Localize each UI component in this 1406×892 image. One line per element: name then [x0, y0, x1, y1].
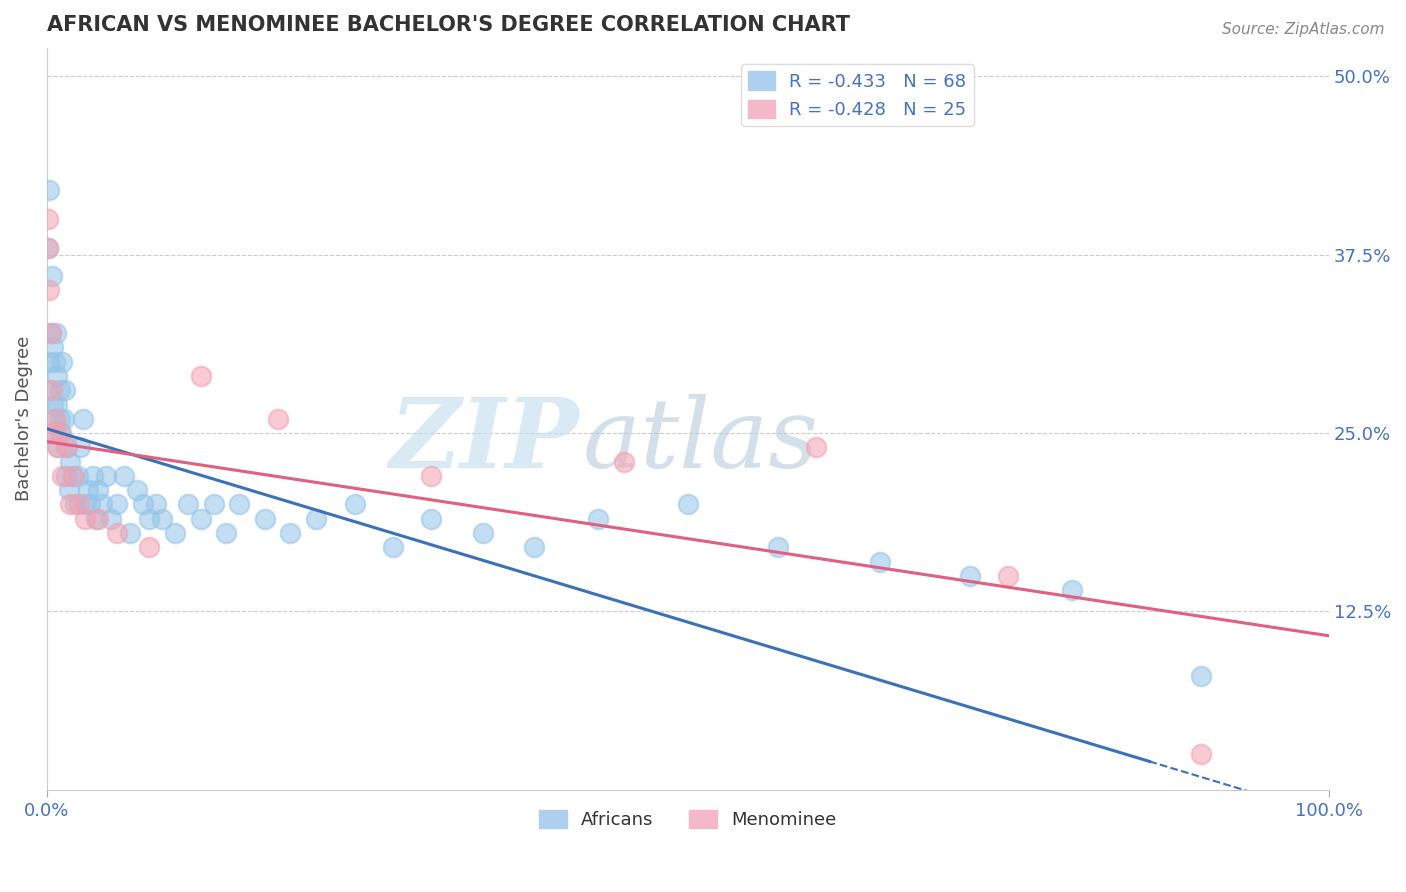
Point [45, 326, 67, 340]
Point [120, 526, 142, 541]
Point [150, 512, 173, 526]
Point [1062, 583, 1084, 598]
Point [165, 526, 187, 541]
Point [37, 240, 59, 254]
Point [190, 512, 212, 526]
Point [82, 469, 104, 483]
Point [44, 354, 66, 368]
Point [177, 498, 200, 512]
Point [84, 512, 107, 526]
Text: AFRICAN VS MENOMINEE BACHELOR'S DEGREE CORRELATION CHART: AFRICAN VS MENOMINEE BACHELOR'S DEGREE C… [46, 15, 849, 35]
Point [105, 526, 128, 541]
Point [138, 512, 160, 526]
Point [100, 512, 122, 526]
Point [37, 211, 59, 226]
Point [48, 383, 70, 397]
Point [63, 498, 86, 512]
Point [48, 411, 70, 425]
Point [38, 283, 60, 297]
Point [91, 498, 114, 512]
Point [613, 455, 636, 469]
Point [79, 498, 101, 512]
Point [523, 541, 546, 555]
Point [59, 498, 82, 512]
Point [1189, 747, 1212, 762]
Point [420, 512, 443, 526]
Point [87, 483, 110, 498]
Point [145, 498, 167, 512]
Point [44, 411, 66, 425]
Point [202, 498, 225, 512]
Point [41, 383, 63, 397]
Point [58, 483, 80, 498]
Point [75, 498, 97, 512]
Point [46, 441, 69, 455]
Point [42, 340, 65, 354]
Point [77, 483, 100, 498]
Point [39, 383, 62, 397]
Point [42, 425, 65, 440]
Point [94, 469, 117, 483]
Point [46, 397, 69, 411]
Point [72, 411, 94, 425]
Point [676, 498, 699, 512]
Point [55, 469, 77, 483]
Point [41, 268, 63, 283]
Point [253, 512, 276, 526]
Point [997, 569, 1019, 583]
Point [42, 397, 65, 411]
Point [38, 183, 60, 197]
Point [46, 368, 69, 383]
Point [280, 526, 302, 541]
Y-axis label: Bachelor's Degree: Bachelor's Degree [15, 336, 32, 501]
Point [48, 425, 70, 440]
Point [305, 512, 328, 526]
Point [266, 411, 288, 425]
Point [51, 354, 73, 368]
Text: ZIP: ZIP [389, 394, 579, 488]
Point [48, 441, 70, 455]
Point [138, 541, 160, 555]
Point [766, 541, 789, 555]
Point [112, 469, 135, 483]
Point [382, 541, 405, 555]
Point [586, 512, 609, 526]
Point [471, 526, 494, 541]
Point [52, 411, 75, 425]
Text: Source: ZipAtlas.com: Source: ZipAtlas.com [1222, 22, 1385, 37]
Legend: Africans, Menominee: Africans, Menominee [533, 803, 844, 837]
Point [44, 411, 66, 425]
Point [190, 368, 212, 383]
Point [38, 354, 60, 368]
Point [228, 498, 250, 512]
Point [420, 469, 443, 483]
Point [105, 498, 128, 512]
Point [67, 498, 90, 512]
Point [125, 483, 148, 498]
Point [55, 441, 77, 455]
Point [62, 469, 84, 483]
Point [69, 441, 91, 455]
Point [53, 383, 76, 397]
Point [51, 469, 73, 483]
Point [1189, 669, 1212, 683]
Point [804, 441, 827, 455]
Point [59, 455, 82, 469]
Point [39, 326, 62, 340]
Point [869, 555, 891, 569]
Point [75, 512, 97, 526]
Point [215, 526, 238, 541]
Point [45, 425, 67, 440]
Point [132, 498, 155, 512]
Point [62, 469, 84, 483]
Point [39, 326, 62, 340]
Point [37, 240, 59, 254]
Point [56, 441, 79, 455]
Point [87, 512, 110, 526]
Point [959, 569, 981, 583]
Text: atlas: atlas [582, 394, 818, 488]
Point [49, 425, 72, 440]
Point [66, 469, 89, 483]
Point [343, 498, 366, 512]
